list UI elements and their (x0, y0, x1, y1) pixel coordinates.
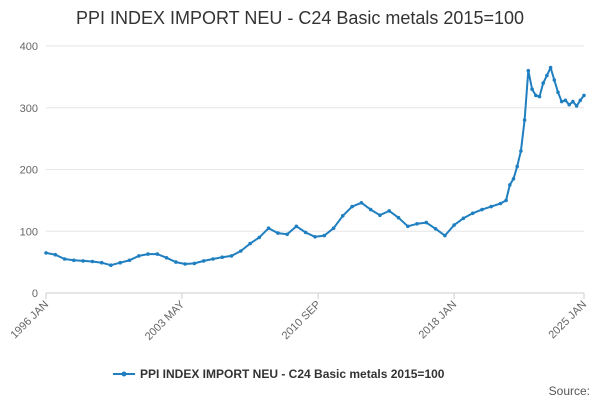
legend[interactable]: PPI INDEX IMPORT NEU - C24 Basic metals … (113, 367, 445, 381)
data-point[interactable] (155, 252, 160, 256)
y-tick-label: 100 (20, 226, 38, 238)
legend-point-marker (121, 371, 127, 377)
data-point[interactable] (183, 262, 187, 266)
data-point[interactable] (433, 227, 438, 231)
data-point[interactable] (452, 223, 456, 227)
y-axis-labels: 0 100 200 300 400 (20, 41, 38, 300)
data-point[interactable] (257, 235, 262, 240)
data-point[interactable] (552, 78, 557, 82)
data-point[interactable] (62, 257, 67, 261)
y-tick-label: 400 (20, 41, 38, 53)
data-point[interactable] (99, 260, 104, 265)
data-point[interactable] (470, 211, 475, 216)
data-point[interactable] (322, 233, 327, 238)
data-point[interactable] (201, 259, 206, 263)
data-point[interactable] (522, 118, 527, 122)
data-point[interactable] (313, 235, 317, 239)
data-point[interactable] (530, 87, 534, 91)
data-point[interactable] (137, 254, 141, 258)
data-point[interactable] (415, 222, 419, 226)
data-point[interactable] (341, 214, 345, 218)
data-point[interactable] (229, 254, 234, 258)
data-point[interactable] (174, 260, 178, 264)
data-point[interactable] (387, 209, 392, 213)
data-point[interactable] (559, 99, 564, 104)
data-point[interactable] (220, 255, 224, 259)
data-point[interactable] (285, 232, 290, 237)
data-point[interactable] (556, 90, 560, 95)
data-point[interactable] (582, 93, 586, 98)
data-point[interactable] (396, 215, 401, 220)
data-point[interactable] (461, 216, 466, 221)
data-point[interactable] (53, 252, 58, 257)
data-point[interactable] (331, 226, 336, 230)
x-tick-label: 2003 MAY (143, 298, 188, 343)
data-point[interactable] (303, 230, 308, 235)
data-point[interactable] (406, 224, 410, 229)
data-point[interactable] (563, 98, 568, 103)
data-point[interactable] (578, 98, 583, 103)
data-point[interactable] (541, 81, 545, 85)
x-tick-label: 1996 JAN (8, 299, 51, 342)
data-point[interactable] (266, 226, 271, 230)
source-label: Source: (549, 384, 590, 398)
data-point[interactable] (378, 213, 382, 217)
data-point[interactable] (498, 201, 503, 206)
data-point[interactable] (81, 259, 85, 263)
data-point[interactable] (109, 263, 113, 268)
x-tick-label: 2018 JAN (417, 299, 460, 342)
data-point[interactable] (511, 177, 516, 181)
chart-title: PPI INDEX IMPORT NEU - C24 Basic metals … (76, 8, 524, 28)
y-tick-label: 300 (20, 103, 38, 115)
y-tick-label: 0 (32, 288, 38, 300)
data-point[interactable] (368, 207, 373, 212)
data-point[interactable] (480, 207, 484, 212)
data-point[interactable] (146, 252, 150, 256)
data-point[interactable] (276, 231, 280, 235)
data-point[interactable] (545, 73, 549, 78)
data-point[interactable] (127, 258, 132, 263)
data-point[interactable] (571, 99, 575, 104)
x-axis-ticks (45, 293, 585, 299)
data-point[interactable] (574, 104, 579, 108)
data-point[interactable] (44, 251, 48, 255)
data-point[interactable] (537, 94, 542, 99)
data-point[interactable] (567, 102, 571, 107)
data-point[interactable] (211, 257, 215, 261)
data-point[interactable] (424, 220, 429, 225)
data-point[interactable] (359, 201, 364, 205)
data-point[interactable] (519, 149, 523, 153)
data-point[interactable] (489, 204, 494, 209)
data-point[interactable] (164, 255, 169, 260)
data-point[interactable] (526, 68, 531, 73)
data-point[interactable] (248, 241, 252, 246)
data-point[interactable] (534, 93, 538, 98)
x-tick-label: 2025 JAN (546, 299, 589, 342)
series-group (44, 65, 586, 268)
data-point[interactable] (72, 258, 76, 263)
legend-label: PPI INDEX IMPORT NEU - C24 Basic metals … (140, 367, 445, 381)
data-point[interactable] (504, 198, 508, 203)
data-point[interactable] (508, 183, 512, 187)
data-point[interactable] (548, 65, 553, 70)
data-point[interactable] (239, 249, 243, 253)
grid-lines (46, 45, 584, 232)
data-point[interactable] (90, 259, 95, 264)
data-point[interactable] (350, 204, 354, 209)
data-point[interactable] (294, 224, 299, 229)
x-axis-labels: 1996 JAN 2003 MAY 2010 SEP 2018 JAN 2025 JAN (8, 298, 589, 343)
data-point[interactable] (515, 164, 519, 169)
x-tick-label: 2010 SEP (280, 299, 324, 343)
data-point[interactable] (118, 260, 122, 265)
data-point[interactable] (443, 233, 447, 238)
data-point[interactable] (192, 261, 197, 266)
y-tick-label: 200 (20, 165, 38, 177)
